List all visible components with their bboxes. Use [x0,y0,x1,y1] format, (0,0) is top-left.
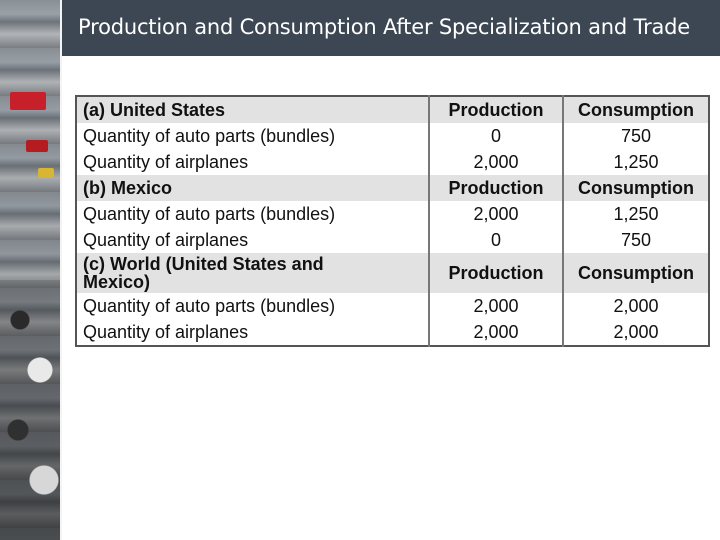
row-label: Quantity of auto parts (bundles) [83,296,336,316]
section-heading: (b) Mexico [76,175,429,201]
section-header-row: (b) Mexico Production Consumption [76,175,709,201]
production-value: 0 [428,123,563,149]
production-header: Production [428,175,563,201]
production-value: 2,000 [428,201,563,227]
table-row: Quantity of auto parts (bundles) 0 750 [76,123,709,149]
title-bar: Production and Consumption After Special… [62,0,720,56]
consumption-header: Consumption [562,96,709,123]
row-label: Quantity of airplanes [83,230,249,250]
row-label: Quantity of auto parts (bundles) [83,204,336,224]
street-sign-decoration [26,140,48,152]
production-header: Production [428,96,563,123]
production-value: 0 [428,227,563,253]
section-header-row: (c) World (United States and Mexico) Pro… [76,253,709,293]
consumption-header: Consumption [562,253,709,293]
crowd-decoration [0,280,60,540]
street-sign-decoration [10,92,46,110]
section-heading: (c) World (United States and Mexico) [76,253,429,293]
section-header-row: (a) United States Production Consumption [76,96,709,123]
consumption-value: 750 [562,227,709,253]
row-label: Quantity of auto parts (bundles) [83,126,336,146]
content-panel: (a) United States Production Consumption… [62,56,720,540]
consumption-value: 1,250 [562,201,709,227]
table-row: Quantity of airplanes 2,000 1,250 [76,149,709,175]
consumption-value: 2,000 [562,319,709,346]
background-photo [0,0,60,540]
table-row: Quantity of auto parts (bundles) 2,000 2… [76,293,709,319]
row-label: Quantity of airplanes [83,152,249,172]
slide-title: Production and Consumption After Special… [78,15,691,39]
production-value: 2,000 [428,293,563,319]
section-heading: (a) United States [76,96,429,123]
consumption-header: Consumption [562,175,709,201]
street-sign-decoration [38,168,54,178]
consumption-value: 1,250 [562,149,709,175]
row-label: Quantity of airplanes [83,322,249,342]
table-row: Quantity of airplanes 0 750 [76,227,709,253]
consumption-value: 750 [562,123,709,149]
section-heading-line: Mexico) [83,272,151,292]
section-heading-line: (c) World (United States and [83,254,324,274]
table-row: Quantity of auto parts (bundles) 2,000 1… [76,201,709,227]
production-value: 2,000 [428,319,563,346]
consumption-value: 2,000 [562,293,709,319]
production-consumption-table: (a) United States Production Consumption… [75,95,710,347]
production-header: Production [428,253,563,293]
table-row: Quantity of airplanes 2,000 2,000 [76,319,709,346]
production-value: 2,000 [428,149,563,175]
